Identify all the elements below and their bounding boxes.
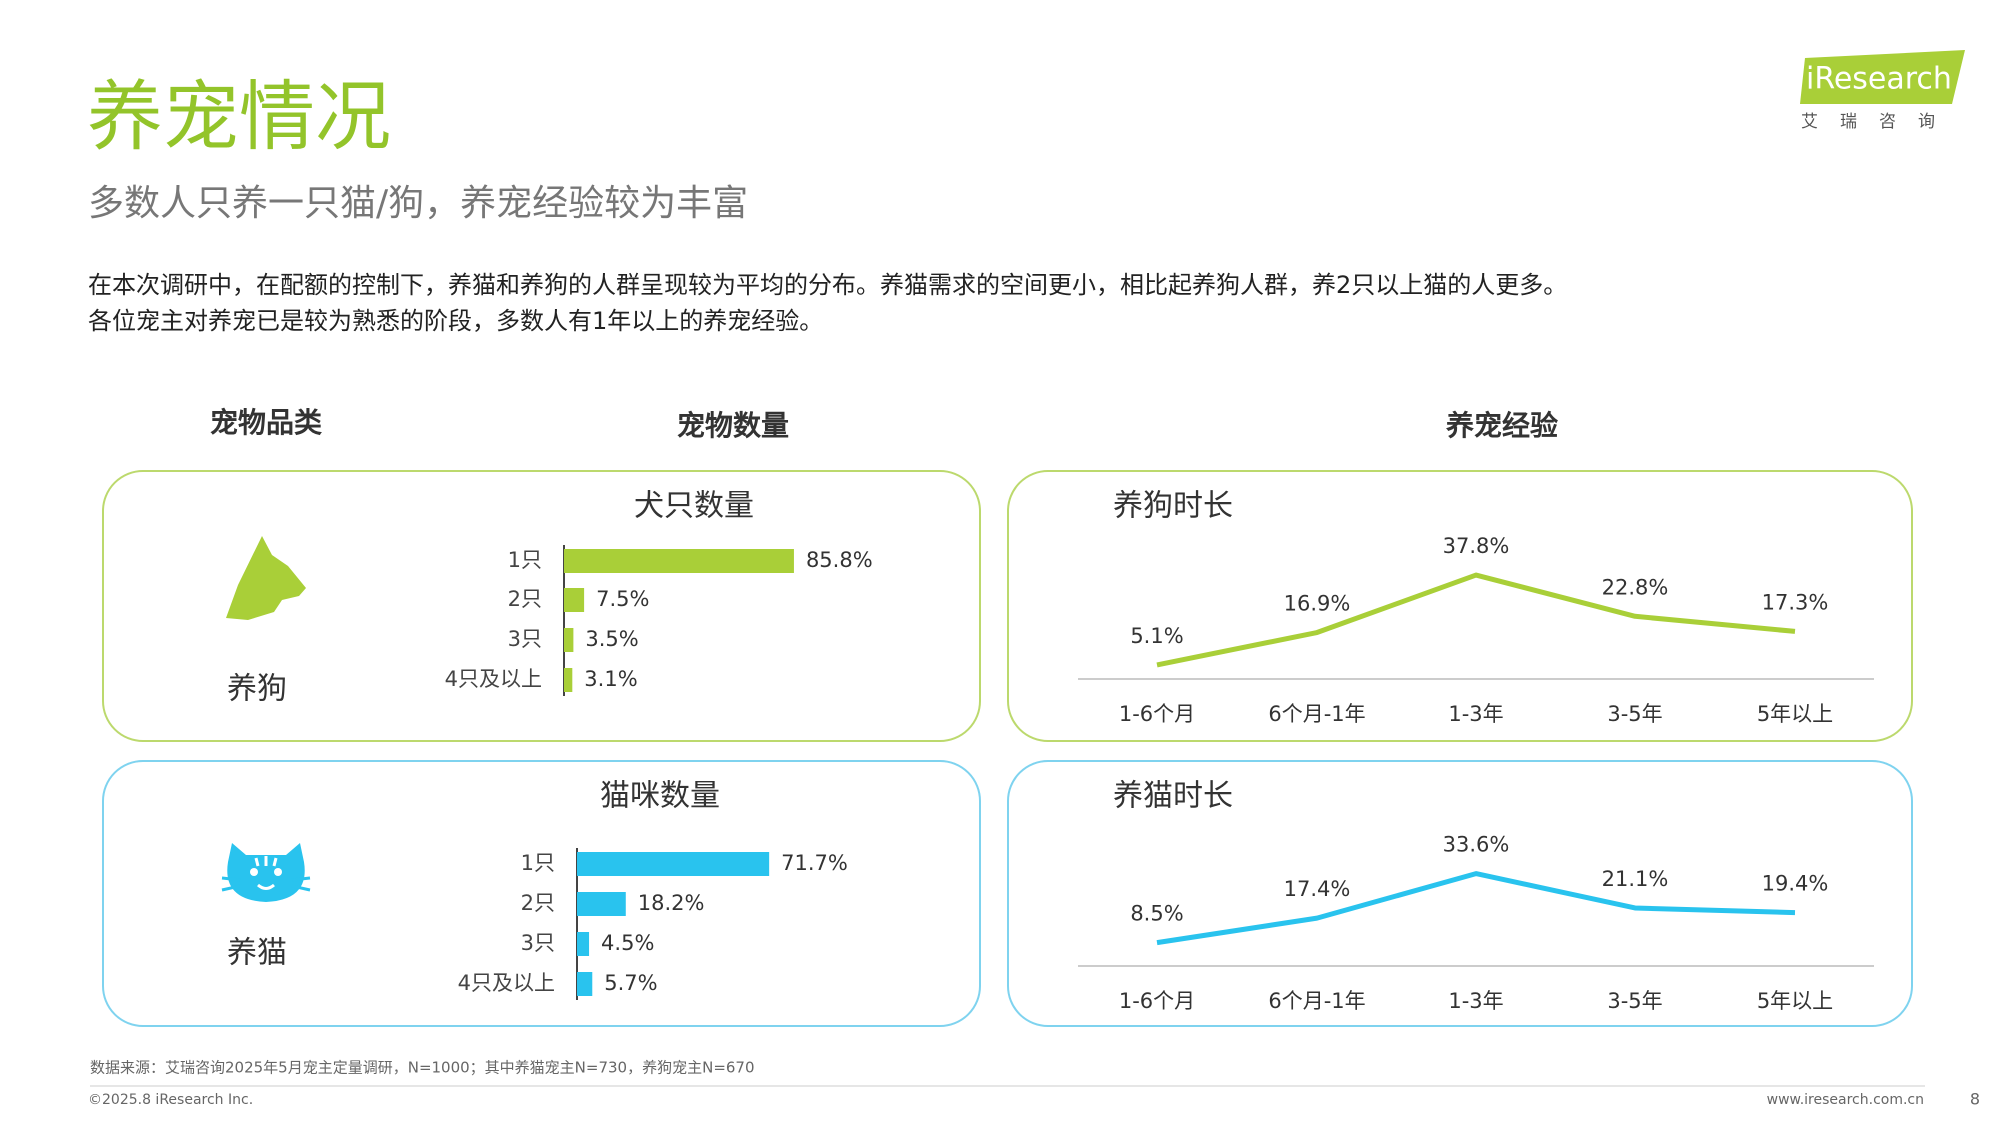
panel xyxy=(102,760,981,1027)
value-label: 18.2% xyxy=(638,891,705,915)
category-label: 2只 xyxy=(521,891,555,915)
x-tick-label: 6个月-1年 xyxy=(1268,702,1365,726)
value-label: 37.8% xyxy=(1443,534,1510,558)
description: 各位宠主对养宠已是较为熟悉的阶段，多数人有1年以上的养宠经验。 xyxy=(88,307,823,335)
x-tick-label: 1-3年 xyxy=(1448,702,1503,726)
value-label: 3.5% xyxy=(585,627,638,651)
value-label: 3.1% xyxy=(584,667,637,691)
cat-icon xyxy=(221,843,311,902)
copyright: ©2025.8 iResearch Inc. xyxy=(88,1092,253,1108)
chart-title: 猫咪数量 xyxy=(600,779,720,814)
page-number: 8 xyxy=(1970,1090,1980,1109)
x-tick-label: 5年以上 xyxy=(1757,989,1833,1013)
section-header: 养宠经验 xyxy=(1446,409,1558,442)
bar xyxy=(564,549,794,573)
bar xyxy=(564,588,585,612)
category-label: 3只 xyxy=(508,627,542,651)
value-label: 17.3% xyxy=(1762,590,1829,614)
bar xyxy=(577,932,590,956)
value-label: 7.5% xyxy=(596,587,649,611)
value-label: 4.5% xyxy=(601,931,654,955)
panel xyxy=(1007,470,1913,742)
value-label: 21.1% xyxy=(1602,867,1669,891)
bar xyxy=(577,972,593,996)
description: 在本次调研中，在配额的控制下，养猫和养狗的人群呈现较为平均的分布。养猫需求的空间… xyxy=(88,271,1567,299)
value-label: 22.8% xyxy=(1602,575,1669,599)
section-header: 宠物数量 xyxy=(677,409,789,442)
pet-label: 养猫 xyxy=(227,936,287,971)
value-label: 33.6% xyxy=(1443,833,1510,857)
value-label: 71.7% xyxy=(781,851,848,875)
x-tick-label: 5年以上 xyxy=(1757,702,1833,726)
bar xyxy=(564,668,573,692)
bar xyxy=(577,892,626,916)
value-label: 16.9% xyxy=(1284,592,1351,616)
bar xyxy=(577,852,770,876)
chart-title: 犬只数量 xyxy=(634,489,754,524)
category-label: 1只 xyxy=(508,548,542,572)
x-tick-label: 3-5年 xyxy=(1607,702,1662,726)
panel xyxy=(1007,760,1913,1027)
value-label: 17.4% xyxy=(1284,877,1351,901)
title: 养宠情况 xyxy=(87,72,391,161)
x-tick-label: 6个月-1年 xyxy=(1268,989,1365,1013)
value-label: 5.1% xyxy=(1130,624,1183,648)
url: www.iresearch.com.cn xyxy=(1767,1092,1924,1108)
chart-title: 养狗时长 xyxy=(1113,489,1233,524)
x-tick-label: 3-5年 xyxy=(1607,989,1662,1013)
section-header: 宠物品类 xyxy=(210,406,322,439)
panel xyxy=(102,470,981,742)
category-label: 4只及以上 xyxy=(458,971,555,995)
line xyxy=(1156,871,1796,946)
category-label: 4只及以上 xyxy=(445,667,542,691)
dog-icon xyxy=(226,536,306,620)
x-tick-label: 1-6个月 xyxy=(1119,989,1195,1013)
bar xyxy=(564,628,574,652)
value-label: 8.5% xyxy=(1130,902,1183,926)
x-tick-label: 1-6个月 xyxy=(1119,702,1195,726)
category-label: 1只 xyxy=(521,851,555,875)
source: 数据来源：艾瑞咨询2025年5月宠主定量调研，N=1000；其中养猫宠主N=73… xyxy=(90,1059,755,1077)
subtitle: 多数人只养一只猫/狗，养宠经验较为丰富 xyxy=(88,183,748,224)
value-label: 5.7% xyxy=(604,971,657,995)
pet-label: 养狗 xyxy=(227,672,287,707)
category-label: 3只 xyxy=(521,931,555,955)
value-label: 19.4% xyxy=(1762,872,1829,896)
line xyxy=(1156,572,1796,668)
value-label: 85.8% xyxy=(806,548,873,572)
x-tick-label: 1-3年 xyxy=(1448,989,1503,1013)
logo-brand: iResearch xyxy=(1806,62,1952,97)
logo-box xyxy=(1800,50,1965,104)
chart-title: 养猫时长 xyxy=(1113,779,1233,814)
category-label: 2只 xyxy=(508,587,542,611)
logo-tagline: 艾瑞咨询 xyxy=(1801,112,1957,132)
